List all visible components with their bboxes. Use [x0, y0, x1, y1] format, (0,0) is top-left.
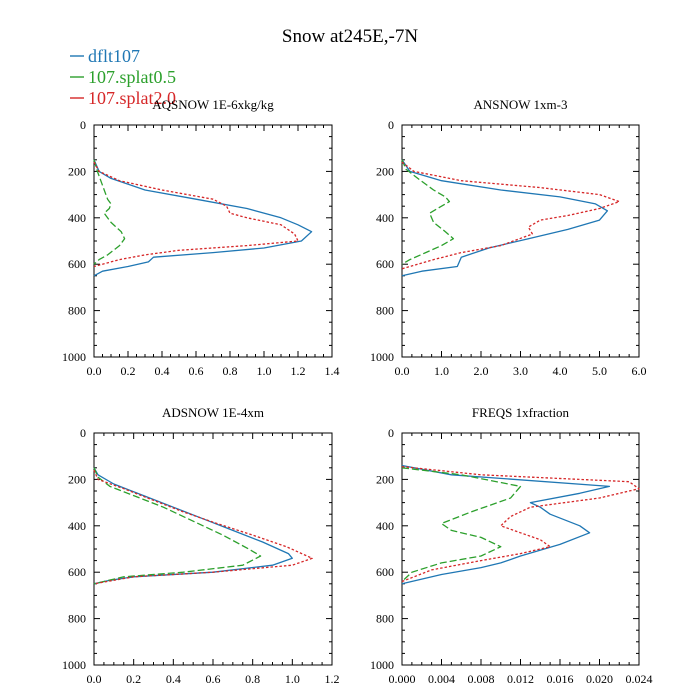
x-tick-label: 0.024: [626, 672, 653, 686]
y-tick-label: 400: [68, 519, 86, 533]
x-tick-label: 0.000: [389, 672, 416, 686]
series-line-107-splat0-5: [402, 160, 453, 264]
x-tick-label: 0.008: [468, 672, 495, 686]
series-line-107-splat2-0: [94, 470, 312, 584]
y-tick-label: 800: [376, 612, 394, 626]
y-tick-label: 800: [68, 304, 86, 318]
x-tick-label: 0.6: [206, 672, 221, 686]
x-tick-label: 4.0: [553, 364, 568, 378]
x-tick-label: 5.0: [592, 364, 607, 378]
x-tick-label: 0.2: [121, 364, 136, 378]
series-line-107-splat0-5: [94, 160, 125, 264]
x-tick-label: 0.2: [126, 672, 141, 686]
x-tick-label: 0.4: [155, 364, 170, 378]
x-tick-label: 0.016: [547, 672, 574, 686]
x-tick-label: 1.2: [325, 672, 340, 686]
y-tick-label: 1000: [370, 658, 394, 672]
series-line-dflt107: [94, 160, 312, 276]
y-tick-label: 0: [388, 118, 394, 132]
x-tick-label: 0.004: [428, 672, 455, 686]
x-tick-label: 0.0: [87, 364, 102, 378]
y-tick-label: 0: [80, 426, 86, 440]
y-tick-label: 400: [376, 211, 394, 225]
x-tick-label: 0.0: [395, 364, 410, 378]
series-line-107-splat0-5: [94, 468, 261, 584]
panel-title: AQSNOW 1E-6xkg/kg: [152, 97, 274, 112]
x-tick-label: 0.6: [189, 364, 204, 378]
y-tick-label: 600: [376, 565, 394, 579]
x-tick-label: 0.8: [245, 672, 260, 686]
y-tick-label: 600: [68, 565, 86, 579]
panel-title: ANSNOW 1xm-3: [473, 97, 567, 112]
y-tick-label: 0: [80, 118, 86, 132]
x-tick-label: 1.2: [291, 364, 306, 378]
series-line-107-splat2-0: [402, 467, 639, 582]
y-tick-label: 200: [376, 164, 394, 178]
x-tick-label: 0.012: [507, 672, 534, 686]
legend-entry-dflt107: dflt107: [70, 46, 140, 66]
x-tick-label: 6.0: [632, 364, 647, 378]
panel-title: FREQS 1xfraction: [472, 405, 570, 420]
x-tick-label: 1.0: [434, 364, 449, 378]
legend-label-dflt107: dflt107: [88, 46, 140, 66]
figure-title: Snow at245E,-7N: [282, 26, 418, 47]
series-line-dflt107: [94, 468, 292, 584]
x-tick-label: 0.8: [223, 364, 238, 378]
plot-frame: [402, 433, 639, 665]
x-tick-label: 3.0: [513, 364, 528, 378]
legend-entry-splat05: 107.splat0.5: [70, 67, 176, 87]
x-tick-label: 1.0: [285, 672, 300, 686]
x-tick-label: 2.0: [474, 364, 489, 378]
x-tick-label: 0.0: [87, 672, 102, 686]
legend-label-splat05: 107.splat0.5: [88, 67, 176, 87]
x-tick-label: 0.4: [166, 672, 181, 686]
y-tick-label: 400: [376, 519, 394, 533]
y-tick-label: 600: [68, 257, 86, 271]
x-tick-label: 1.0: [257, 364, 272, 378]
y-tick-label: 1000: [62, 658, 86, 672]
plot-frame: [94, 433, 332, 665]
y-tick-label: 200: [376, 472, 394, 486]
y-tick-label: 400: [68, 211, 86, 225]
series-line-dflt107: [402, 160, 607, 276]
panel-title: ADSNOW 1E-4xm: [162, 405, 264, 420]
y-tick-label: 1000: [62, 350, 86, 364]
figure: Snow at245E,-7N dflt107 107.splat0.5 107…: [0, 0, 700, 700]
y-tick-label: 200: [68, 472, 86, 486]
y-tick-label: 600: [376, 257, 394, 271]
y-tick-label: 1000: [370, 350, 394, 364]
y-tick-label: 0: [388, 426, 394, 440]
x-tick-label: 0.020: [586, 672, 613, 686]
y-tick-label: 800: [68, 612, 86, 626]
x-tick-label: 1.4: [325, 364, 340, 378]
y-tick-label: 200: [68, 164, 86, 178]
y-tick-label: 800: [376, 304, 394, 318]
